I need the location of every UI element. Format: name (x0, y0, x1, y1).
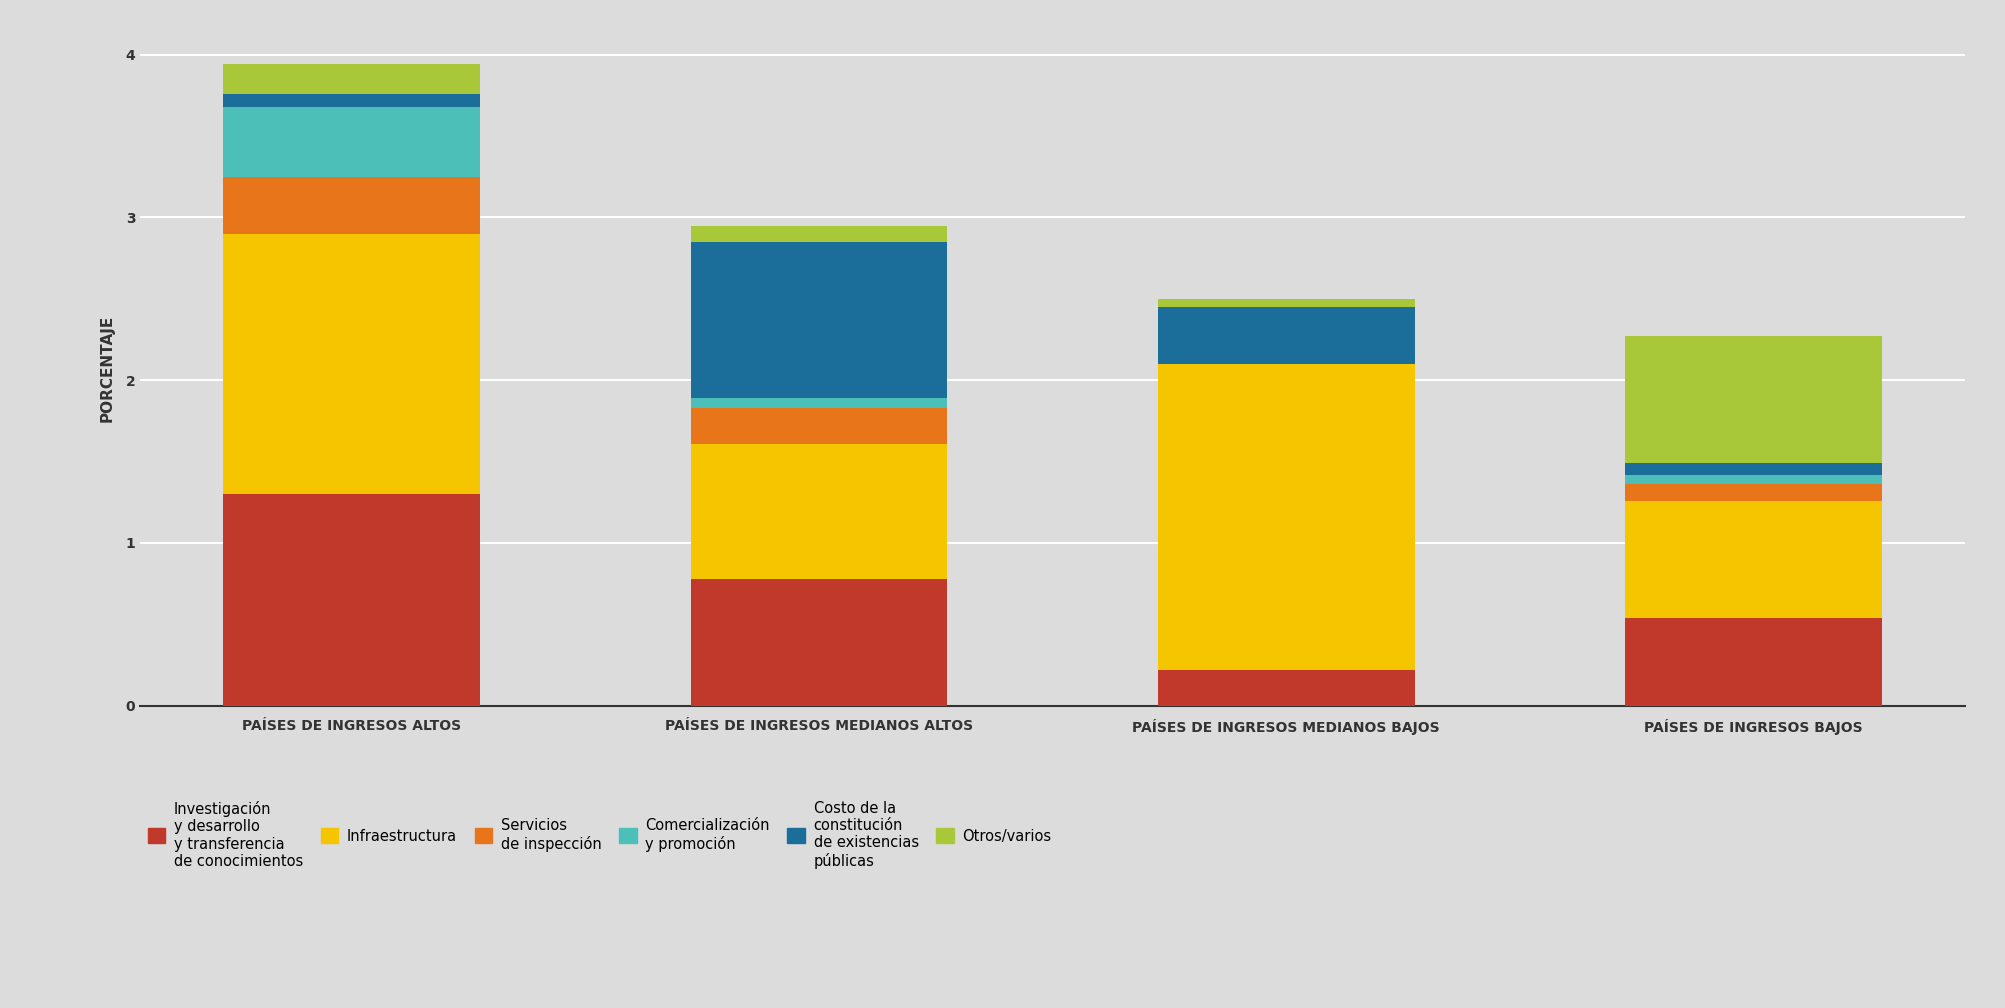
Bar (690, 242, 948, 398)
Y-axis label: PORCENTAJE: PORCENTAJE (100, 314, 114, 421)
Bar (223, 107, 481, 176)
Legend: Investigación
y desarrollo
y transferencia
de conocimientos, Infraestructura, Se: Investigación y desarrollo y transferenc… (148, 800, 1051, 869)
Bar (1624, 501, 1883, 618)
Bar (1624, 337, 1883, 463)
Bar (1624, 475, 1883, 484)
Bar (223, 94, 481, 107)
Bar (223, 494, 481, 706)
Bar (690, 444, 948, 579)
Bar (690, 579, 948, 706)
Bar (1157, 298, 1416, 306)
Bar (223, 176, 481, 234)
Bar (1624, 484, 1883, 501)
Bar (1157, 364, 1416, 669)
Bar (690, 398, 948, 408)
Bar (1624, 618, 1883, 706)
Bar (1157, 306, 1416, 364)
Bar (223, 65, 481, 94)
Bar (690, 408, 948, 444)
Bar (223, 234, 481, 494)
Bar (690, 226, 948, 242)
Bar (1157, 669, 1416, 706)
Bar (1624, 463, 1883, 475)
